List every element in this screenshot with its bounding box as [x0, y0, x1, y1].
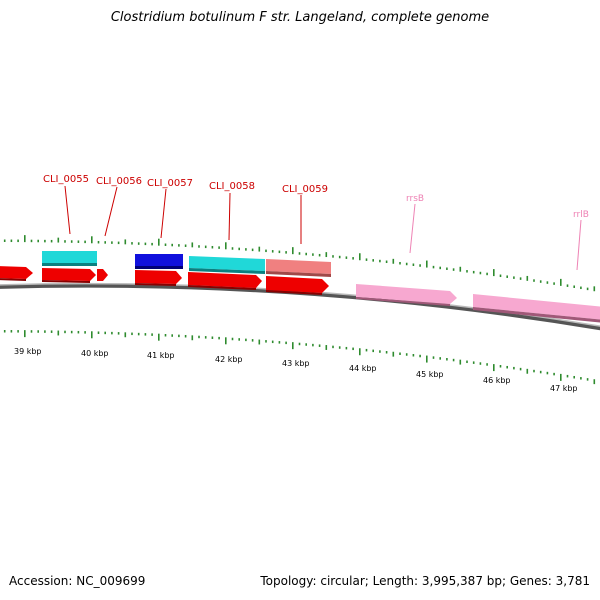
scale-label-41kbp: 41 kbp	[147, 351, 175, 360]
scale-label-39kbp: 39 kbp	[14, 347, 42, 356]
lower-tick-row	[3, 330, 596, 385]
cds-arrow[interactable]	[135, 270, 182, 284]
rrna-arrow-rrlb[interactable]	[473, 294, 600, 320]
scale-label-45kbp: 45 kbp	[416, 370, 444, 379]
cds-arrow[interactable]	[42, 268, 96, 281]
cds-arrow[interactable]	[188, 272, 262, 288]
cds-track	[0, 266, 600, 323]
scale-label-43kbp: 43 kbp	[282, 359, 310, 368]
cds-arrow[interactable]	[266, 276, 329, 293]
map-title: Clostridium botulinum F str. Langeland, …	[110, 10, 490, 25]
rna-label-rrsb[interactable]: rrsB	[406, 194, 424, 204]
feature-cli-0055[interactable]	[42, 251, 97, 263]
gene-label-cli-0057[interactable]: CLI_0057	[147, 178, 193, 189]
gene-label-cli-0056[interactable]: CLI_0056	[96, 176, 142, 187]
upper-tick-row	[3, 235, 596, 292]
scale-label-46kbp: 46 kbp	[483, 376, 511, 385]
rna-label-rrlb[interactable]: rrlB	[573, 210, 589, 220]
feature-cli-0058[interactable]	[189, 256, 265, 271]
scale-label-44kbp: 44 kbp	[349, 364, 377, 373]
scale-label-40kbp: 40 kbp	[81, 349, 109, 358]
feature-track-upper	[42, 251, 331, 277]
scale-label-42kbp: 42 kbp	[215, 355, 243, 364]
gene-label-cli-0059[interactable]: CLI_0059	[282, 184, 328, 195]
scale-label-47kbp: 47 kbp	[550, 384, 578, 393]
genome-summary-text: Topology: circular; Length: 3,995,387 bp…	[260, 574, 590, 588]
cds-arrow[interactable]	[0, 266, 33, 279]
feature-cli-0057[interactable]	[135, 254, 183, 266]
cds-arrow[interactable]	[97, 269, 108, 281]
gene-label-cli-0058[interactable]: CLI_0058	[209, 181, 255, 192]
feature-cli-0059[interactable]	[266, 259, 331, 274]
label-leaders	[64, 185, 582, 271]
gene-label-cli-0055[interactable]: CLI_0055	[43, 174, 89, 185]
accession-text: Accession: NC_009699	[9, 574, 146, 588]
rrna-arrow-rrsb[interactable]	[356, 284, 457, 304]
